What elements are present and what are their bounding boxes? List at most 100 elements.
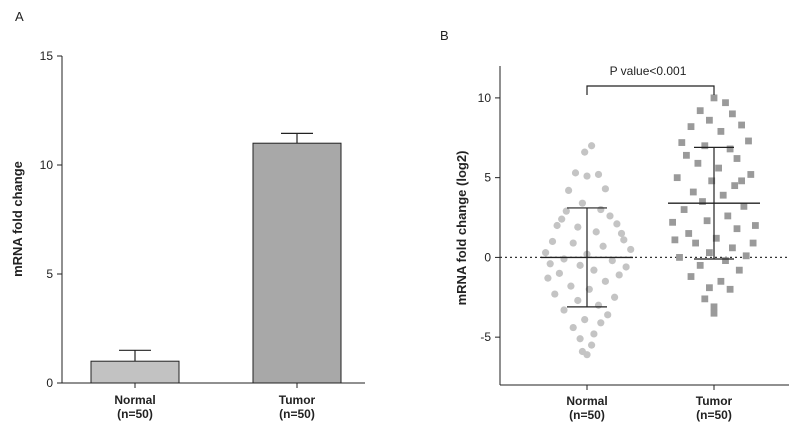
data-point	[710, 94, 718, 102]
data-point	[551, 290, 559, 298]
data-point	[611, 293, 619, 301]
data-point	[597, 205, 605, 214]
data-point	[581, 148, 589, 156]
y-tick-label: 15	[40, 49, 54, 63]
data-point	[622, 263, 630, 271]
bar	[90, 360, 180, 384]
data-point	[578, 199, 587, 207]
data-point	[581, 316, 589, 324]
data-point	[729, 110, 736, 118]
panel-b: B mRNA fold change (log2) P value<0.001 …	[440, 28, 789, 422]
data-point	[608, 256, 616, 265]
y-axis-label: mRNA fold change	[10, 161, 25, 277]
data-point	[576, 335, 584, 343]
y-tick-label: 0	[46, 376, 53, 390]
data-point	[555, 269, 564, 277]
data-point	[583, 351, 591, 359]
data-point	[687, 123, 695, 131]
scatter-plot-area: -5 0 5 10 Normal (n=50) Tumor (n=50)	[478, 66, 789, 422]
data-point	[733, 155, 741, 162]
data-point	[680, 206, 688, 213]
data-point	[571, 169, 580, 177]
data-point	[574, 296, 582, 305]
data-point	[724, 212, 732, 220]
data-point	[719, 191, 727, 199]
data-point	[590, 266, 598, 274]
data-point	[752, 222, 759, 229]
data-point	[678, 139, 686, 146]
data-point	[717, 127, 725, 135]
y-axis-label: mRNA fold change (log2)	[454, 151, 469, 306]
data-point	[742, 252, 750, 260]
data-point	[694, 159, 702, 167]
data-point	[708, 177, 716, 185]
data-point	[583, 172, 591, 180]
y-tick-label: 10	[478, 91, 492, 105]
panel-a: A mRNA fold change 0 5 10 15 Normal (n=50) Tum…	[10, 9, 365, 421]
data-point	[738, 121, 745, 129]
data-point	[673, 174, 681, 182]
data-point	[685, 230, 693, 237]
data-point	[544, 274, 552, 282]
data-point	[574, 223, 582, 231]
data-point	[606, 212, 614, 220]
data-point	[671, 236, 679, 244]
data-point	[569, 239, 577, 247]
x-tick-label: Normal (n=50)	[114, 393, 155, 421]
significance-bracket	[586, 85, 715, 95]
data-point	[576, 261, 584, 269]
data-point	[689, 188, 697, 196]
p-value-annotation: P value<0.001	[610, 64, 687, 78]
data-point	[548, 237, 557, 246]
data-point	[706, 284, 713, 292]
x-tick-label: Tumor (n=50)	[279, 393, 316, 421]
y-tick-label: 5	[484, 171, 491, 185]
data-point	[597, 319, 605, 327]
data-point	[749, 239, 757, 247]
y-tick-label: 0	[484, 250, 491, 264]
data-point	[560, 306, 568, 314]
data-point	[738, 177, 745, 185]
data-point	[701, 295, 709, 303]
data-point	[722, 99, 729, 107]
data-point	[592, 228, 600, 236]
x-tick-label: Normal (n=50)	[566, 394, 607, 422]
bar-plot-area: 0 5 10 15 Normal (n=50) Tumor (n=50)	[40, 49, 365, 421]
data-point	[745, 137, 752, 145]
data-point	[722, 257, 729, 264]
data-point	[562, 207, 570, 215]
data-point	[590, 330, 598, 338]
data-point	[712, 234, 720, 242]
data-point	[699, 198, 706, 205]
data-point	[553, 221, 561, 230]
data-point	[567, 282, 575, 290]
data-point	[747, 171, 755, 178]
data-point	[594, 170, 603, 179]
data-point	[740, 202, 748, 210]
data-point	[620, 236, 628, 244]
data-point	[703, 217, 711, 225]
data-point	[601, 277, 610, 285]
y-tick-label: 10	[40, 158, 54, 172]
data-point	[676, 254, 683, 261]
data-point	[604, 311, 612, 319]
data-point	[717, 277, 725, 285]
data-point	[692, 239, 699, 247]
data-point	[558, 215, 566, 223]
bar	[252, 142, 342, 384]
data-point	[627, 245, 635, 254]
data-point	[735, 266, 743, 274]
data-point	[599, 242, 607, 250]
data-point	[546, 260, 554, 268]
data-point	[687, 273, 695, 280]
panel-label-a: A	[15, 9, 24, 24]
data-point	[594, 301, 603, 309]
data-point	[613, 220, 621, 228]
data-point	[565, 186, 573, 195]
data-point	[696, 107, 704, 115]
data-point	[588, 142, 596, 150]
data-point	[726, 145, 734, 153]
data-point	[683, 151, 690, 159]
data-point	[729, 244, 736, 252]
data-point	[560, 255, 568, 263]
